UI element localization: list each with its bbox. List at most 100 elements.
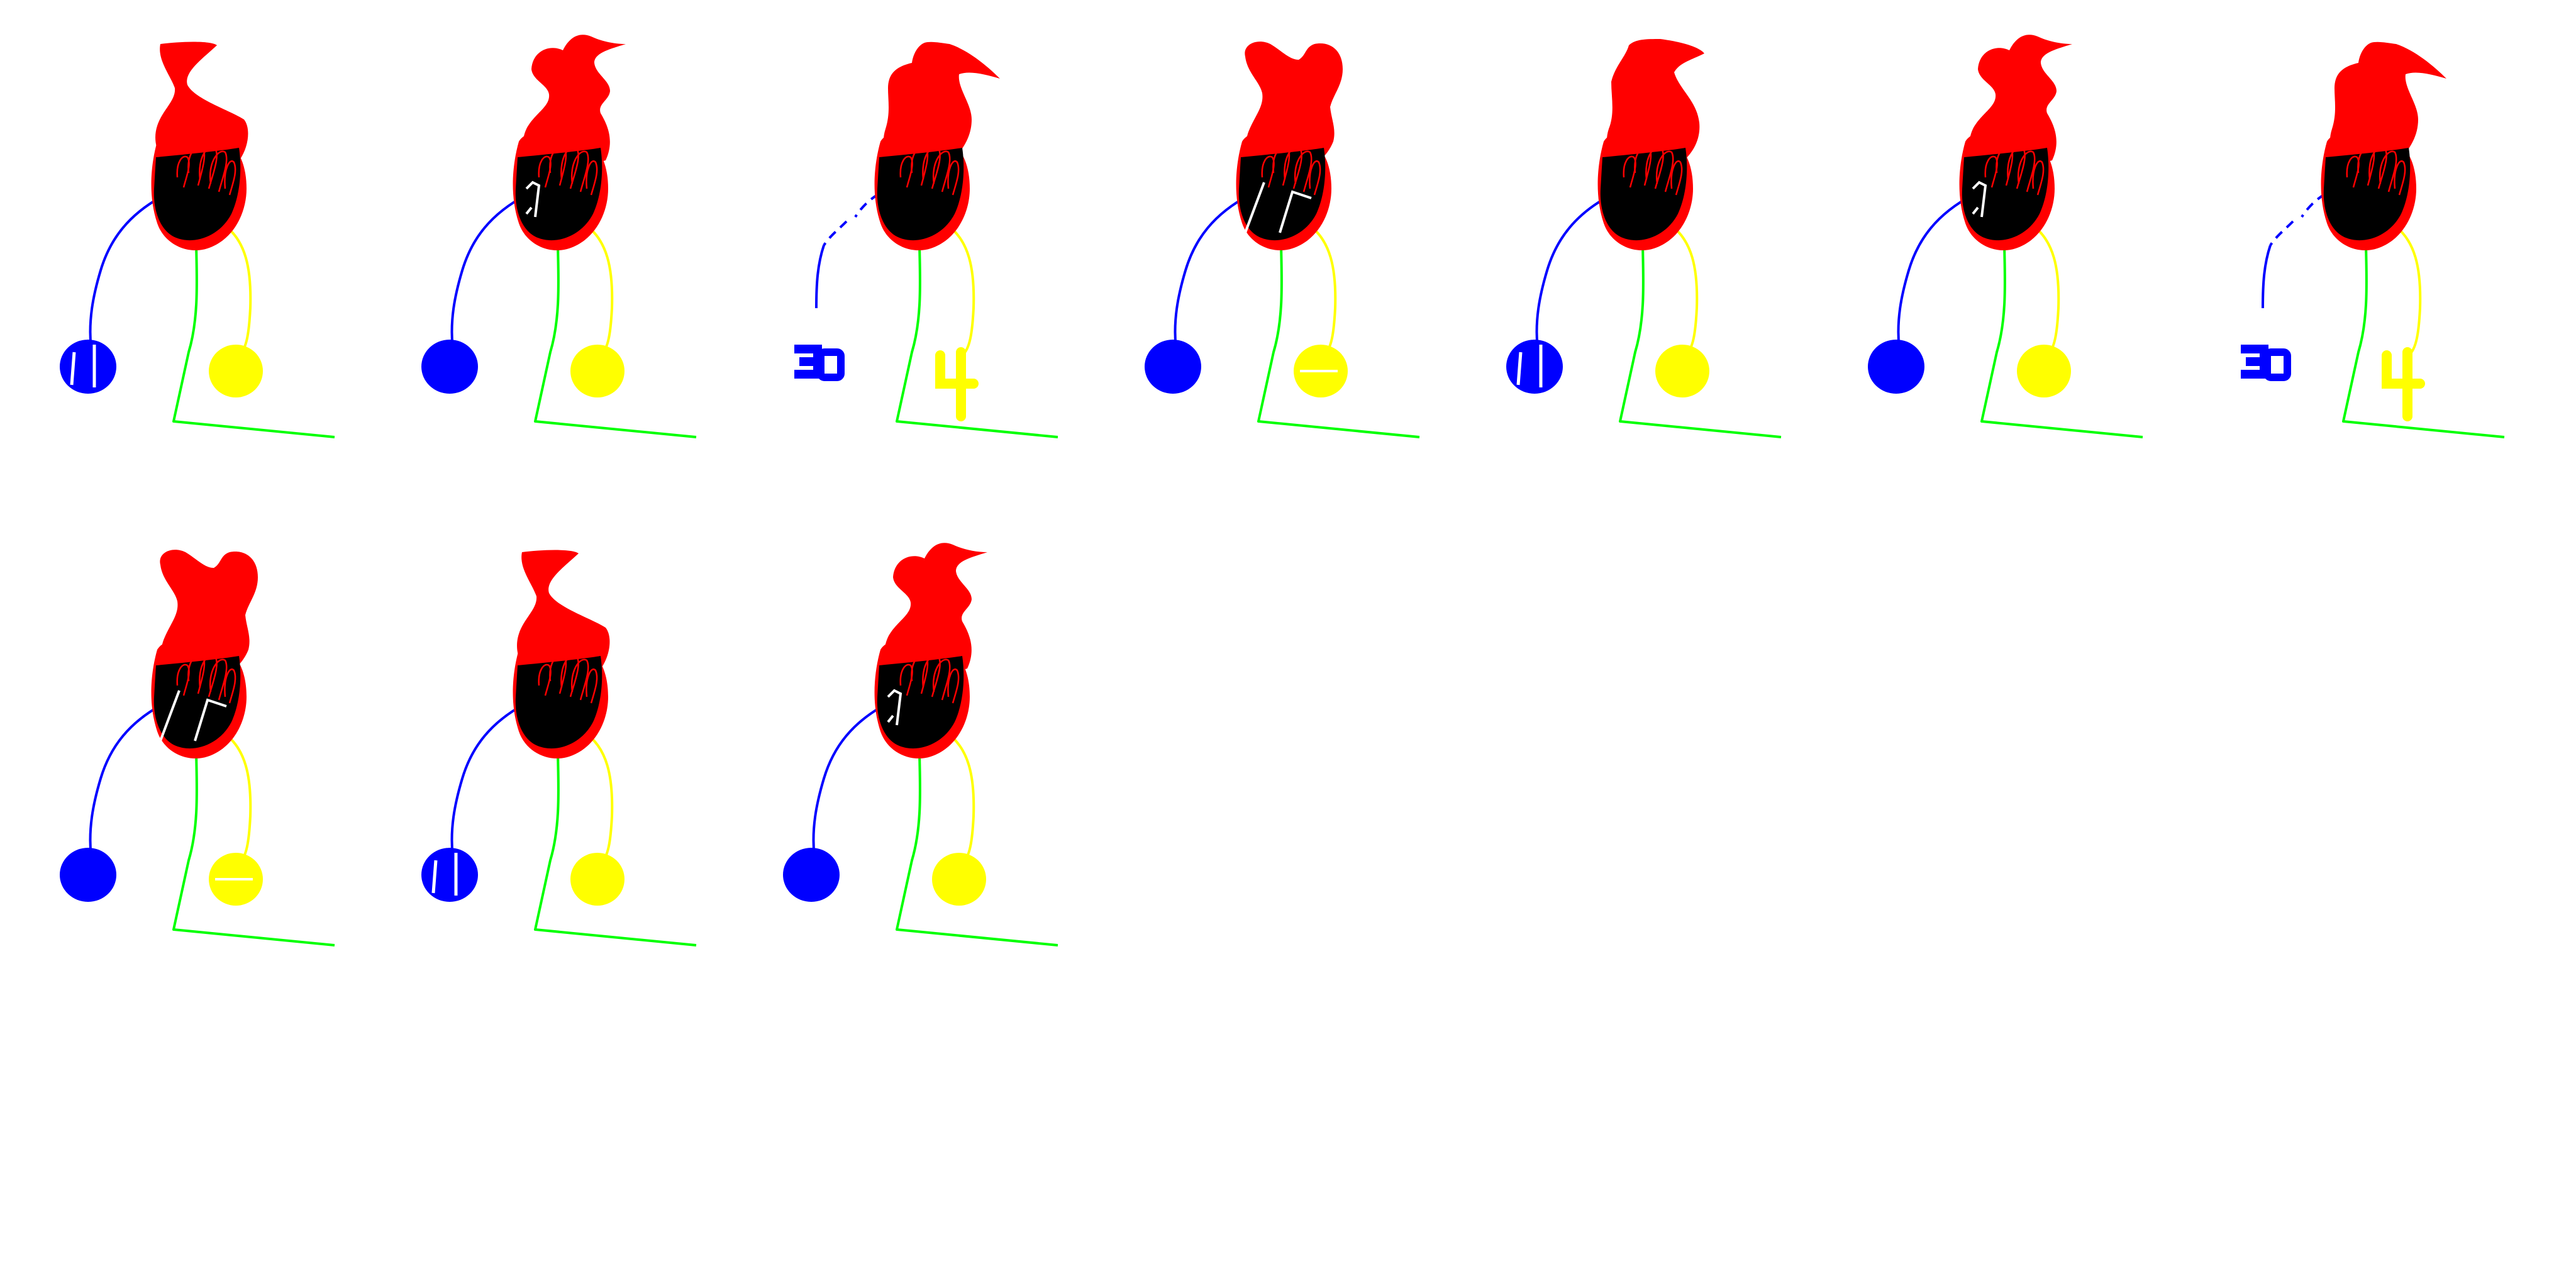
scribble-stroke <box>2357 146 2375 186</box>
face-scribble <box>1623 146 1683 196</box>
scribble-stroke <box>1623 155 1636 188</box>
sprite-frame <box>2170 0 2528 503</box>
left-limb-arm <box>89 194 165 350</box>
scribble-stroke <box>560 147 579 189</box>
left-orb-digit <box>794 345 822 379</box>
right-orb-digit <box>2382 347 2425 421</box>
scribble-stroke <box>1261 155 1275 188</box>
face <box>515 656 602 749</box>
sprite-frame <box>1446 0 1805 503</box>
scribble-stroke <box>549 654 567 694</box>
sprite-frame <box>0 0 358 503</box>
scribble-stroke <box>1294 150 1313 192</box>
right-limb-arm <box>582 222 614 357</box>
scribble-stroke <box>1272 146 1291 186</box>
right-orb <box>2017 345 2071 397</box>
left-orb <box>1145 340 1201 394</box>
left-limb-arm <box>815 245 825 309</box>
scribble-stroke <box>224 160 236 196</box>
left-orb <box>421 848 478 902</box>
left-limb-arm <box>812 702 889 858</box>
scribble-stroke <box>1284 147 1302 189</box>
scribble-stroke <box>570 150 589 192</box>
face <box>153 148 241 241</box>
scribble-stroke <box>932 658 951 701</box>
scribble-stroke <box>1996 146 2014 186</box>
character-sprite <box>794 42 1058 438</box>
right-limb-arm <box>220 730 252 865</box>
left-orb-digit <box>817 348 845 381</box>
face <box>515 148 602 241</box>
scribble-stroke <box>2379 150 2397 192</box>
right-orb <box>209 345 263 397</box>
body-ground-line <box>1619 238 1782 438</box>
scribble-stroke <box>947 669 960 704</box>
scribble-stroke <box>1984 155 1998 188</box>
left-orb <box>421 340 478 394</box>
scribble-stroke <box>560 655 579 697</box>
left-orb-glitch <box>1516 317 1543 387</box>
scribble-stroke <box>911 654 929 694</box>
scribble-stroke <box>922 655 941 697</box>
scribble-stroke <box>538 663 552 696</box>
scribble-stroke <box>1645 147 1664 189</box>
face <box>1600 148 1687 241</box>
scribble-stroke <box>199 147 218 189</box>
body-ground-line <box>534 238 697 438</box>
scribble-stroke <box>899 663 913 696</box>
left-limb-arm <box>1535 194 1612 350</box>
left-orb-digit <box>2241 345 2268 379</box>
scribble-stroke <box>187 146 206 186</box>
body-ground-line <box>172 238 335 438</box>
right-limb-arm <box>220 222 252 357</box>
character-sprite <box>60 42 335 438</box>
face-scribble <box>899 146 960 196</box>
body-ground-line <box>2342 238 2505 438</box>
left-orb <box>60 340 116 394</box>
face <box>1238 148 1326 241</box>
body-ground-line <box>1980 238 2143 438</box>
scribble-stroke <box>922 147 941 189</box>
face <box>2323 148 2411 241</box>
character-sprite <box>421 550 697 947</box>
sprite-frame <box>1808 0 2167 503</box>
character-sprite <box>1506 39 1782 438</box>
scribble-stroke <box>899 155 913 188</box>
body-ground-line <box>534 747 697 947</box>
left-limb-arm <box>1174 194 1250 350</box>
sunglasses-frame <box>159 690 227 741</box>
glasses-frame <box>887 689 902 726</box>
scribble-stroke <box>932 150 951 192</box>
left-orb <box>1506 340 1563 394</box>
scribble-stroke <box>947 160 960 196</box>
right-orb-digit <box>935 347 979 421</box>
scribble-stroke <box>911 146 929 186</box>
face <box>877 148 964 241</box>
scribble-stroke <box>2017 150 2036 192</box>
character-sprite <box>1868 35 2143 438</box>
scribble-stroke <box>224 669 236 704</box>
face-scribble <box>538 654 598 704</box>
right-limb-arm <box>943 222 975 357</box>
right-orb <box>932 853 986 906</box>
character-sprite <box>783 543 1058 947</box>
body-ground-line <box>896 238 1058 438</box>
scribble-stroke <box>2007 147 2026 189</box>
face-scribble <box>538 146 598 196</box>
scribble-stroke <box>2346 155 2360 188</box>
face-scribble <box>176 146 236 196</box>
left-orb-digit <box>2263 348 2291 381</box>
left-orb-glitch <box>70 317 96 387</box>
scribble-stroke <box>176 663 190 696</box>
left-orb <box>1868 340 1924 394</box>
left-orb-glitch <box>431 825 458 896</box>
right-orb <box>570 853 625 906</box>
right-limb-arm <box>1305 222 1337 357</box>
face-scribble <box>2346 146 2406 196</box>
right-orb <box>1655 345 1709 397</box>
scribble-stroke <box>570 658 589 701</box>
body-ground-line <box>1257 238 1420 438</box>
right-orb <box>570 345 625 397</box>
sprite-frame <box>723 508 1082 1011</box>
